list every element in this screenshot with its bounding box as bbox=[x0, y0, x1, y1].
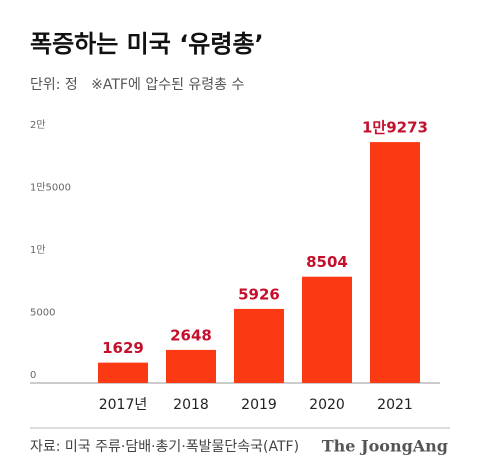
y-tick-label: 2만 bbox=[30, 119, 46, 131]
y-tick-label: 0 bbox=[30, 370, 36, 381]
bar bbox=[166, 349, 216, 383]
chart-title: 폭증하는 미국 ‘유령총’ bbox=[30, 30, 264, 58]
value-label: 2648 bbox=[170, 326, 212, 344]
y-tick-label: 5000 bbox=[30, 308, 55, 319]
x-tick-label: 2020 bbox=[309, 397, 345, 413]
x-tick-label: 2019 bbox=[241, 397, 277, 413]
value-label: 1만9273 bbox=[362, 119, 428, 137]
x-tick-label: 2021 bbox=[377, 397, 413, 413]
x-tick-label: 2018 bbox=[173, 397, 209, 413]
value-label: 5926 bbox=[238, 285, 280, 303]
value-label: 8504 bbox=[306, 253, 348, 271]
bar bbox=[302, 276, 352, 383]
brand: The JoongAng bbox=[322, 437, 448, 456]
y-tick-label: 1만5000 bbox=[30, 182, 71, 194]
value-label: 1629 bbox=[102, 339, 144, 357]
source: 자료: 미국 주류·담배·총기·폭발물단속국(ATF) bbox=[30, 439, 299, 455]
bar bbox=[98, 362, 148, 383]
bar bbox=[370, 142, 420, 383]
chart-subtitle: 단위: 정 ※ATF에 압수된 유령총 수 bbox=[30, 77, 244, 93]
y-tick-label: 1만 bbox=[30, 244, 46, 256]
bar bbox=[234, 308, 284, 383]
x-tick-label: 2017년 bbox=[99, 397, 148, 413]
